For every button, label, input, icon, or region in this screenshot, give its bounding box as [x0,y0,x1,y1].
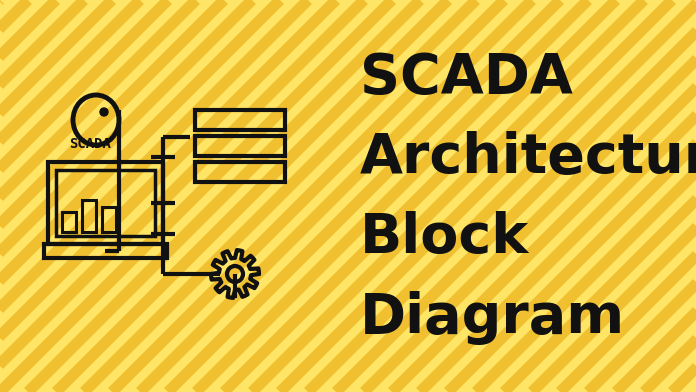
Text: Block: Block [360,211,529,265]
Text: Architecture: Architecture [360,131,696,185]
Text: SCADA: SCADA [70,137,111,151]
Bar [195,136,285,156]
Bar [44,244,167,258]
Bar [56,170,155,236]
Text: Diagram: Diagram [360,291,625,345]
Bar [195,110,285,130]
Bar [62,212,76,232]
Bar [195,162,285,182]
Text: SCADA: SCADA [360,51,573,105]
Bar [48,162,163,244]
Circle shape [100,108,108,116]
Bar [102,207,116,232]
Bar [82,200,96,232]
